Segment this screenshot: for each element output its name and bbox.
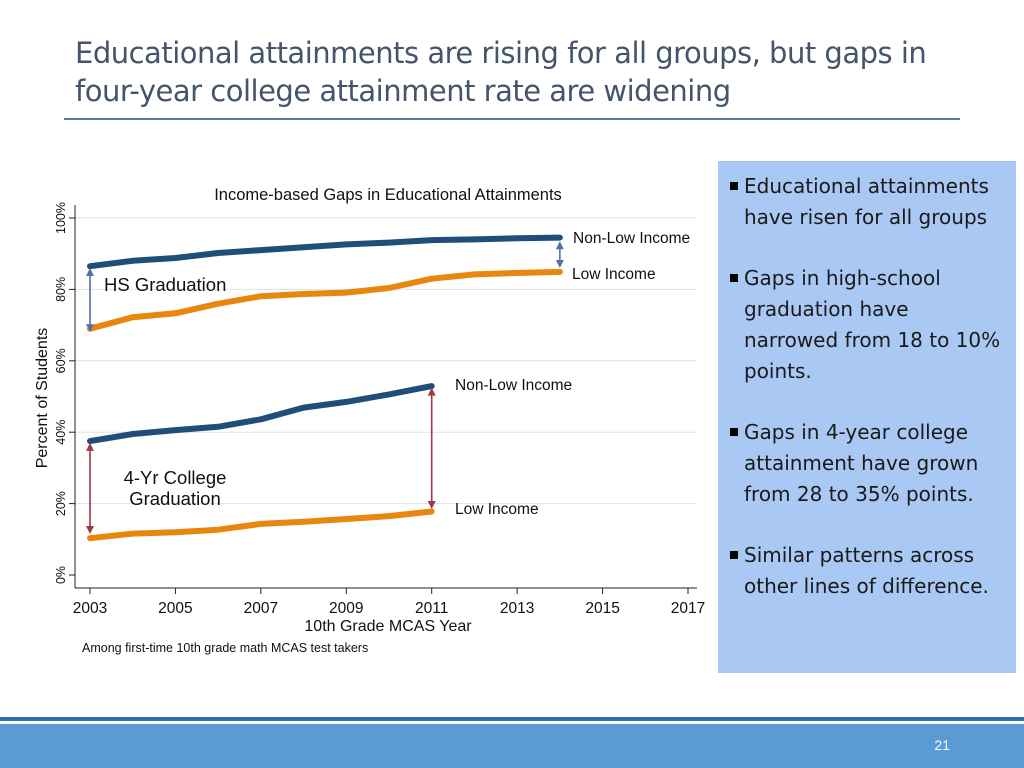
gap-arrow xyxy=(555,241,564,268)
y-tick-label: 80% xyxy=(54,277,68,302)
page-number: 21 xyxy=(934,737,950,753)
finding-text-3: Gaps in 4-year college attainment have g… xyxy=(744,420,979,506)
key-findings-panel: Educational attainments have risen for a… xyxy=(718,161,1016,673)
series-line-college-non-low-income xyxy=(87,383,435,445)
finding-text-2: Gaps in high-school graduation have narr… xyxy=(744,266,1001,383)
bullet-square-icon xyxy=(730,428,738,436)
x-axis-label: 10th Grade MCAS Year xyxy=(304,618,472,635)
label-college-non-low-income: Non-Low Income xyxy=(455,377,572,394)
x-tick-label: 2015 xyxy=(585,600,619,617)
y-tick-label: 20% xyxy=(54,491,68,516)
y-axis-label: Percent of Students xyxy=(34,328,51,469)
gap-arrow-head-down xyxy=(86,525,94,534)
bullet-square-icon xyxy=(730,182,738,190)
footer-accent-line xyxy=(0,717,1024,721)
x-tick-label: 2007 xyxy=(244,600,278,617)
x-tick-label: 2017 xyxy=(671,600,705,617)
x-tick-label: 2009 xyxy=(329,600,363,617)
slide-title: Educational attainments are rising for a… xyxy=(75,34,975,110)
gap-arrow-head-up xyxy=(86,442,94,451)
bullet-square-icon xyxy=(730,551,738,559)
chart-axes xyxy=(74,205,697,589)
gap-arrow-head-down xyxy=(86,324,94,333)
income-gaps-line-chart: 0% 20% 40% 60% 80% 100% 2003 2005 2007 2009 2011 20… xyxy=(34,186,705,655)
chart-series xyxy=(87,234,563,542)
y-tick-label: 60% xyxy=(54,348,68,373)
label-hs-graduation: HS Graduation xyxy=(104,274,226,295)
slide-title-line-1: Educational attainments are rising for a… xyxy=(75,36,927,70)
y-tick-label: 40% xyxy=(54,420,68,445)
gap-arrow xyxy=(427,387,436,509)
gap-arrow xyxy=(86,267,94,333)
finding-text-4: Similar patterns across other lines of d… xyxy=(744,543,989,598)
gap-arrow-head-up xyxy=(427,387,436,396)
x-tick-label: 2013 xyxy=(500,600,534,617)
gap-arrow xyxy=(86,442,94,534)
label-hs-low-income: Low Income xyxy=(572,266,656,283)
bullet-square-icon xyxy=(730,274,738,282)
gap-arrow-head-up xyxy=(86,267,94,276)
series-line-college-low-income xyxy=(87,508,435,542)
chart-footnote: Among first-time 10th grade math MCAS te… xyxy=(82,641,368,655)
label-college-graduation-line-2: Graduation xyxy=(129,488,221,509)
x-tick-label: 2003 xyxy=(73,600,107,617)
chart-gap-arrows xyxy=(86,241,564,534)
chart-title: Income-based Gaps in Educational Attainm… xyxy=(214,186,562,204)
y-tick-label: 0% xyxy=(54,566,68,584)
label-college-graduation-line-1: 4-Yr College xyxy=(124,467,227,488)
gap-arrow-head-down xyxy=(555,259,564,268)
series-line-hs-low-income xyxy=(87,268,563,332)
label-hs-non-low-income: Non-Low Income xyxy=(573,230,690,247)
chart-ticks: 0% 20% 40% 60% 80% 100% 2003 2005 2007 2009 2011 20… xyxy=(54,202,705,617)
y-tick-label: 100% xyxy=(54,202,68,234)
slide-title-line-2: four-year college attainment rate are wi… xyxy=(75,74,731,108)
footer-bar xyxy=(0,724,1024,768)
finding-bullet-4: Similar patterns across other lines of d… xyxy=(730,540,1004,602)
series-line-hs-non-low-income xyxy=(87,234,563,270)
title-divider xyxy=(64,118,960,120)
finding-bullet-2: Gaps in high-school graduation have narr… xyxy=(730,263,1004,387)
x-tick-label: 2011 xyxy=(415,600,448,617)
gap-arrow-head-down xyxy=(427,500,436,509)
finding-bullet-3: Gaps in 4-year college attainment have g… xyxy=(730,417,1004,510)
gap-arrow-head-up xyxy=(555,241,564,250)
finding-text-1: Educational attainments have risen for a… xyxy=(744,174,989,229)
label-college-low-income: Low Income xyxy=(455,501,539,518)
label-college-graduation: 4-Yr College Graduation xyxy=(124,467,227,509)
finding-bullet-1: Educational attainments have risen for a… xyxy=(730,171,1004,233)
x-tick-label: 2005 xyxy=(158,600,192,617)
